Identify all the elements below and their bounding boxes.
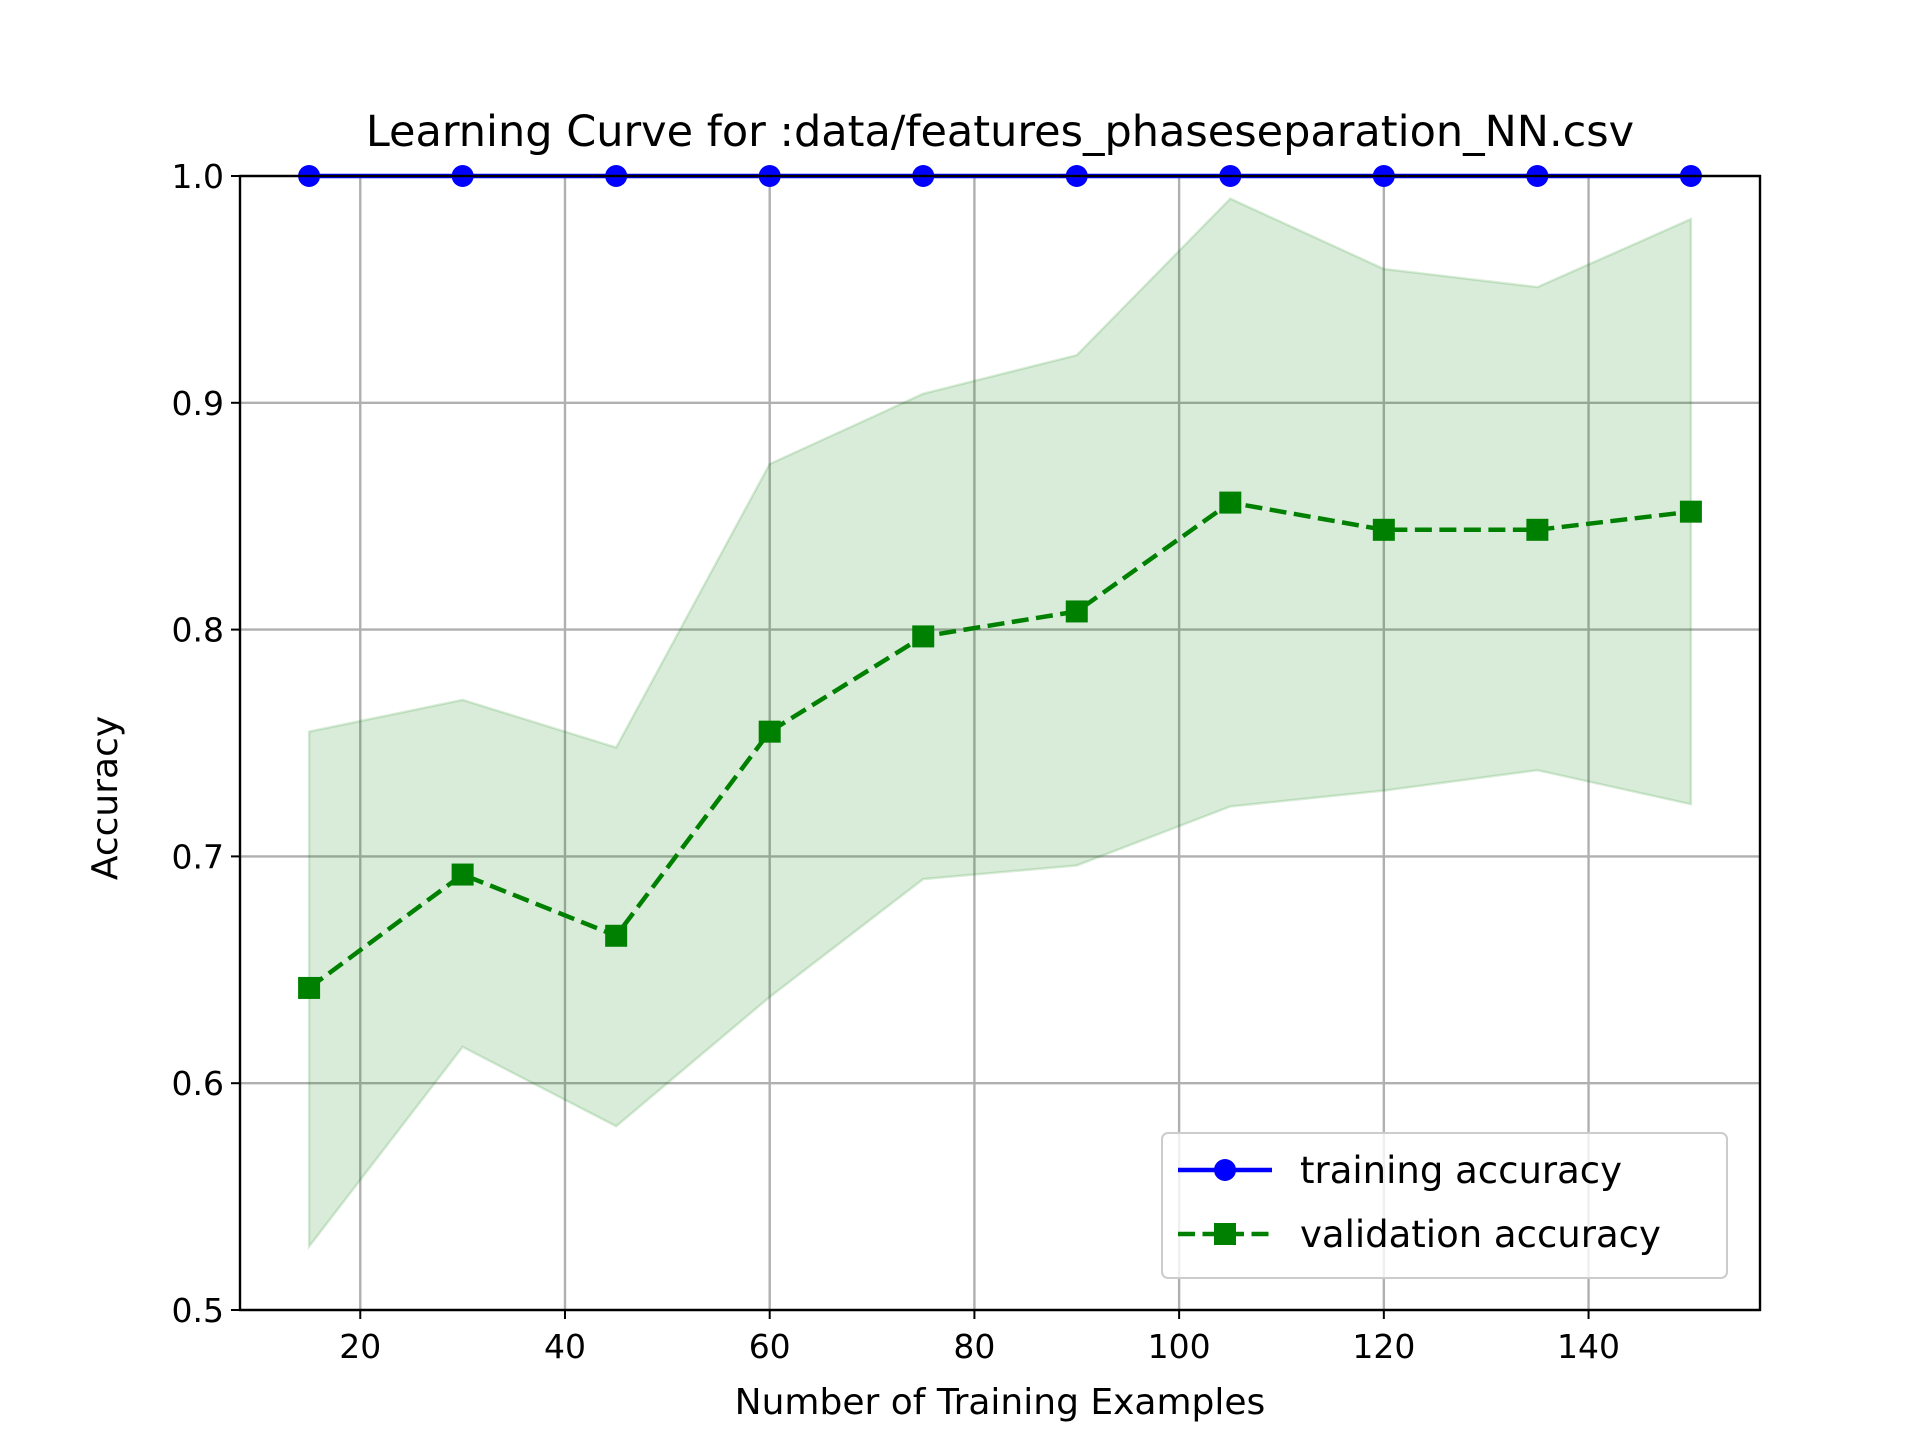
axes-frame [238,174,1762,1312]
validation-accuracy-line [307,500,1692,990]
y-tick-label: 0.5 [172,1291,224,1330]
legend-validation-label: validation accuracy [1300,1213,1661,1256]
y-axis-title: Accuracy [85,716,126,880]
y-tick-label: 0.7 [172,837,224,876]
y-tick-label: 0.6 [172,1064,224,1103]
legend-training-marker [1214,1159,1236,1181]
validation-accuracy-point [1219,491,1242,514]
validation-accuracy-point [1679,500,1702,523]
chart-title: Learning Curve for :data/features_phases… [366,107,1634,157]
validation-accuracy-point [605,924,628,947]
x-tick-label: 120 [1352,1327,1415,1366]
x-tick-label: 20 [339,1327,381,1366]
validation-accuracy-point [912,625,935,648]
legend-validation-marker [1214,1223,1236,1245]
x-tick-label: 60 [749,1327,791,1366]
legend-box [1161,1132,1728,1279]
validation-accuracy-point [451,863,474,886]
validation-accuracy-point [298,976,321,999]
validation-accuracy-point [1526,518,1549,541]
x-tick-label: 140 [1557,1327,1620,1366]
x-tick-label: 80 [953,1327,995,1366]
validation-accuracy-point [1372,518,1395,541]
plot-area: 20 40 60 80 100 120 140 0.5 0.6 0.7 0.8 0.9 1.0 train… [172,157,1762,1366]
legend-training-label: training accuracy [1300,1149,1622,1192]
axes-background [240,176,1760,1310]
y-tick-label: 1.0 [172,157,224,196]
validation-std-band [307,197,1693,1251]
x-tick-label: 100 [1148,1327,1211,1366]
y-tick-label: 0.8 [172,611,224,650]
x-tick-label: 40 [544,1327,586,1366]
y-tick-label: 0.9 [172,384,224,423]
legend: training accuracy validation accuracy [1161,1132,1728,1279]
x-axis-title: Number of Training Examples [735,1382,1266,1423]
validation-accuracy-point [1065,600,1088,623]
validation-accuracy-point [758,720,781,743]
